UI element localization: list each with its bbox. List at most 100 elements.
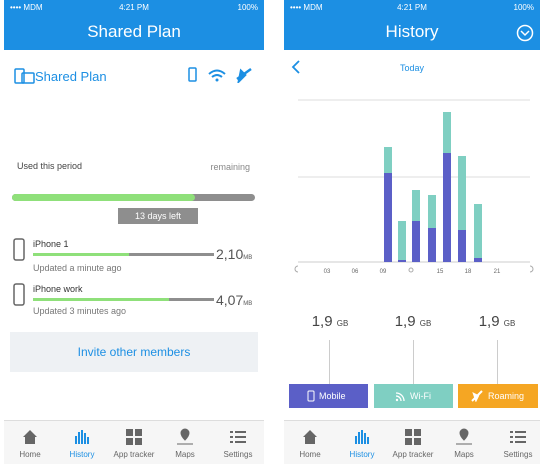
bar-wifi	[474, 204, 482, 258]
bar-mobile	[398, 260, 406, 262]
unit: GB	[336, 319, 349, 328]
history-icon	[84, 433, 86, 444]
days-left-tooltip: 13 days left	[118, 208, 198, 224]
remaining-label: remaining	[210, 162, 250, 172]
menu-button[interactable]	[516, 24, 534, 42]
invite-button[interactable]: Invite other members	[10, 332, 258, 372]
tab-icon	[456, 428, 472, 445]
total-roaming: 1,9 GB	[467, 313, 527, 330]
amount: 1,9	[311, 313, 333, 330]
settings-icon	[230, 441, 233, 443]
bar-wifi	[428, 195, 436, 228]
device-updated: Updated a minute ago	[33, 263, 122, 273]
filter-roaming[interactable]: Roaming	[458, 384, 538, 408]
history-screen: •••• MDM 4:21 PM 100% History Today 03 06…	[284, 0, 540, 464]
bar-mobile	[428, 228, 436, 262]
app-tracker-icon	[135, 438, 142, 445]
device-name: iPhone 1	[33, 239, 69, 249]
maps-icon	[177, 428, 193, 445]
start-marker	[294, 265, 299, 273]
tab[interactable]: Home	[284, 421, 336, 464]
tab-icon	[177, 428, 193, 445]
bar-mobile	[443, 153, 451, 262]
x-tick-label: 03	[324, 269, 331, 275]
time: 4:21 PM	[397, 3, 427, 12]
carrier: •••• MDM	[290, 3, 323, 12]
total-mobile: 1,9 GB	[300, 313, 360, 330]
amount: 2,10	[216, 246, 244, 262]
tab-label: Maps	[454, 450, 474, 459]
tab-icon	[303, 430, 317, 444]
device-bar	[33, 298, 214, 301]
noon-marker	[408, 267, 414, 273]
tab-label: Maps	[175, 450, 195, 459]
unit: GB	[503, 319, 516, 328]
plan-name: Shared Plan	[35, 69, 107, 84]
tab[interactable]: Settings	[212, 421, 264, 464]
unit: GB	[419, 319, 432, 328]
header-title: History	[284, 16, 540, 50]
tab[interactable]: Home	[4, 421, 56, 464]
tab[interactable]: Maps	[438, 421, 490, 464]
battery: 100%	[513, 3, 534, 12]
device-icon	[13, 283, 25, 306]
usage-bar	[12, 194, 255, 201]
tab-label: History	[69, 450, 95, 459]
used-label: Used this period	[17, 161, 83, 171]
header-title: Shared Plan	[4, 16, 264, 50]
settings-icon	[515, 431, 526, 433]
tab-bar: Home History App tracker Maps Settings	[284, 420, 540, 464]
app-tracker-icon	[405, 438, 412, 445]
app-tracker-icon	[126, 429, 133, 436]
tab[interactable]: App tracker	[387, 421, 439, 464]
bar-wifi	[458, 156, 466, 230]
app-tracker-icon	[135, 429, 142, 436]
amount: 1,9	[394, 313, 416, 330]
tab[interactable]: Settings	[492, 421, 540, 464]
history-icon	[358, 432, 360, 444]
history-icon	[75, 436, 77, 444]
total-wifi: 1,9 GB	[383, 313, 443, 330]
tab[interactable]: History	[336, 421, 388, 464]
history-icon	[78, 432, 80, 444]
unit: MB	[243, 301, 253, 307]
tab-icon	[23, 430, 37, 444]
app-tracker-icon	[405, 429, 412, 436]
tab[interactable]: App tracker	[108, 421, 160, 464]
tab[interactable]: History	[56, 421, 108, 464]
history-icon	[361, 430, 363, 444]
device-icon	[13, 238, 25, 261]
settings-icon	[235, 441, 246, 443]
back-button[interactable]	[290, 60, 302, 74]
app-tracker-icon	[414, 429, 421, 436]
settings-icon	[230, 436, 233, 438]
settings-icon	[235, 436, 246, 438]
settings-icon	[515, 436, 526, 438]
settings-icon	[235, 431, 246, 433]
settings-icon	[510, 431, 513, 433]
tab-icon	[355, 430, 369, 444]
device-amount: 2,10MB	[216, 246, 252, 262]
filter-wifi[interactable]: Wi-Fi	[374, 384, 453, 408]
history-icon	[87, 437, 89, 444]
bar-wifi	[412, 190, 420, 221]
filter-mobile[interactable]: Mobile	[289, 384, 368, 408]
label: Roaming	[488, 391, 525, 401]
time: 4:21 PM	[119, 3, 149, 12]
settings-icon	[230, 431, 233, 433]
settings-icon	[510, 441, 513, 443]
bar-wifi	[398, 221, 406, 260]
tab-label: App tracker	[113, 450, 155, 459]
settings-icon	[510, 436, 513, 438]
x-tick-label: 18	[465, 269, 472, 275]
x-tick-label: 06	[352, 269, 359, 275]
usage-chart: 03 06 09 15 18 21	[294, 99, 534, 275]
home-icon	[23, 430, 37, 444]
tab-label: History	[349, 450, 375, 459]
plan-type-icons	[188, 67, 252, 83]
tab-icon	[75, 430, 89, 444]
device-updated: Updated 3 minutes ago	[33, 306, 127, 316]
tab[interactable]: Maps	[159, 421, 211, 464]
status-bar: •••• MDM 4:21 PM 100%	[4, 0, 264, 16]
